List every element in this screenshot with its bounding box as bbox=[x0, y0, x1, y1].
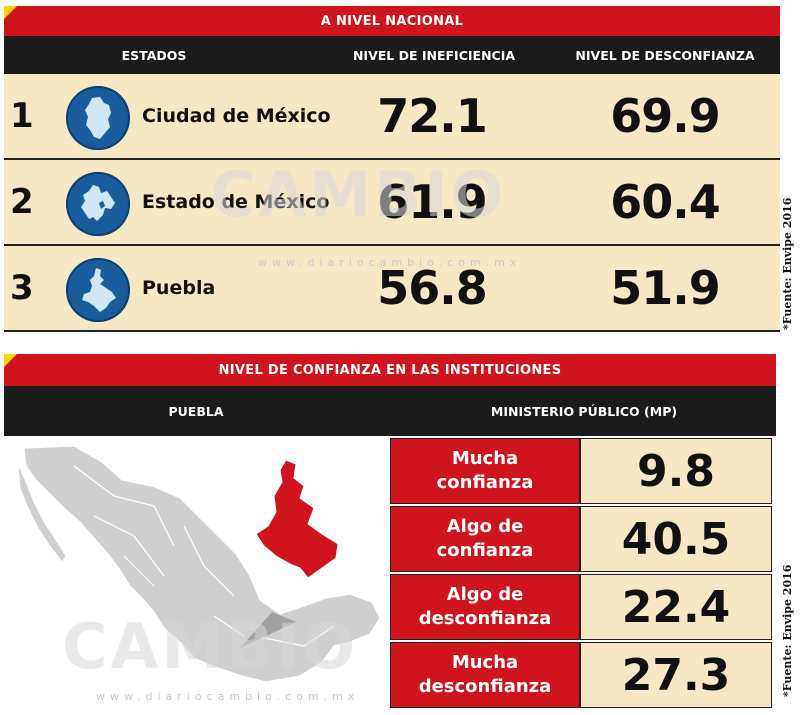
section1-header-bar: ESTADOS NIVEL DE INEFICIENCIA NIVEL DE D… bbox=[4, 36, 780, 74]
state-name: Estado de México bbox=[142, 191, 330, 213]
section1-title: A NIVEL NACIONAL bbox=[320, 13, 464, 29]
label-line: Algo de bbox=[446, 584, 524, 605]
ineficiencia-value: 72.1 bbox=[377, 89, 488, 143]
section2-title-bar: NIVEL DE CONFIANZA EN LAS INSTITUCIONES bbox=[4, 354, 776, 386]
label-line: Mucha bbox=[451, 652, 519, 673]
rank-number: 2 bbox=[10, 182, 34, 222]
desconfianza-value: 60.4 bbox=[610, 175, 721, 229]
ineficiencia-value: 61.9 bbox=[377, 175, 488, 229]
state-row-1: 1 Ciudad de México 72.1 69.9 bbox=[4, 74, 780, 160]
state-name: Puebla bbox=[142, 277, 216, 299]
ineficiencia-value: 56.8 bbox=[377, 261, 488, 315]
section1-title-bar: A NIVEL NACIONAL bbox=[4, 6, 780, 36]
rank-number: 3 bbox=[10, 268, 34, 308]
label-line: desconfianza bbox=[418, 608, 552, 629]
confianza-value: 9.8 bbox=[580, 438, 772, 504]
mexico-map bbox=[4, 436, 390, 708]
label-line: Algo de bbox=[446, 516, 524, 537]
confianza-label: Algo de desconfianza bbox=[390, 574, 580, 640]
cdmx-map-icon bbox=[66, 86, 130, 150]
label-line: Mucha bbox=[451, 448, 519, 469]
edomex-map-icon bbox=[66, 172, 130, 236]
header-estados: ESTADOS bbox=[121, 47, 187, 63]
confianza-value: 40.5 bbox=[580, 506, 772, 572]
section2-header-bar: PUEBLA MINISTERIO PÚBLICO (MP) bbox=[4, 386, 776, 436]
state-row-3: 3 Puebla 56.8 51.9 bbox=[4, 246, 780, 332]
desconfianza-value: 51.9 bbox=[610, 261, 721, 315]
rank-number: 1 bbox=[10, 96, 34, 136]
header-puebla: PUEBLA bbox=[168, 403, 224, 419]
source-note: *Fuente: Envipe 2016 bbox=[781, 197, 794, 330]
confianza-label: Mucha confianza bbox=[390, 438, 580, 504]
header-desconfianza: NIVEL DE DESCONFIANZA bbox=[575, 47, 755, 63]
confianza-value: 22.4 bbox=[580, 574, 772, 640]
label-line: confianza bbox=[436, 472, 534, 493]
state-name: Ciudad de México bbox=[142, 105, 331, 127]
label-line: desconfianza bbox=[418, 676, 552, 697]
header-ministerio: MINISTERIO PÚBLICO (MP) bbox=[490, 403, 678, 419]
header-ineficiencia: NIVEL DE INEFICIENCIA bbox=[352, 47, 516, 63]
corner-triangle-icon bbox=[4, 6, 17, 19]
state-row-2: 2 Estado de México 61.9 60.4 bbox=[4, 160, 780, 246]
watermark-url: www.diariocambio.com.mx bbox=[96, 690, 360, 703]
confianza-label: Mucha desconfianza bbox=[390, 642, 580, 708]
confianza-value: 27.3 bbox=[580, 642, 772, 708]
puebla-map-icon bbox=[66, 258, 130, 322]
watermark-url: www.diariocambio.com.mx bbox=[258, 256, 522, 269]
corner-triangle-icon bbox=[4, 354, 17, 367]
confianza-label: Algo de confianza bbox=[390, 506, 580, 572]
label-line: confianza bbox=[436, 540, 534, 561]
section2-title: NIVEL DE CONFIANZA EN LAS INSTITUCIONES bbox=[218, 362, 562, 378]
source-note: *Fuente: Envipe 2016 bbox=[781, 564, 794, 697]
desconfianza-value: 69.9 bbox=[610, 89, 721, 143]
